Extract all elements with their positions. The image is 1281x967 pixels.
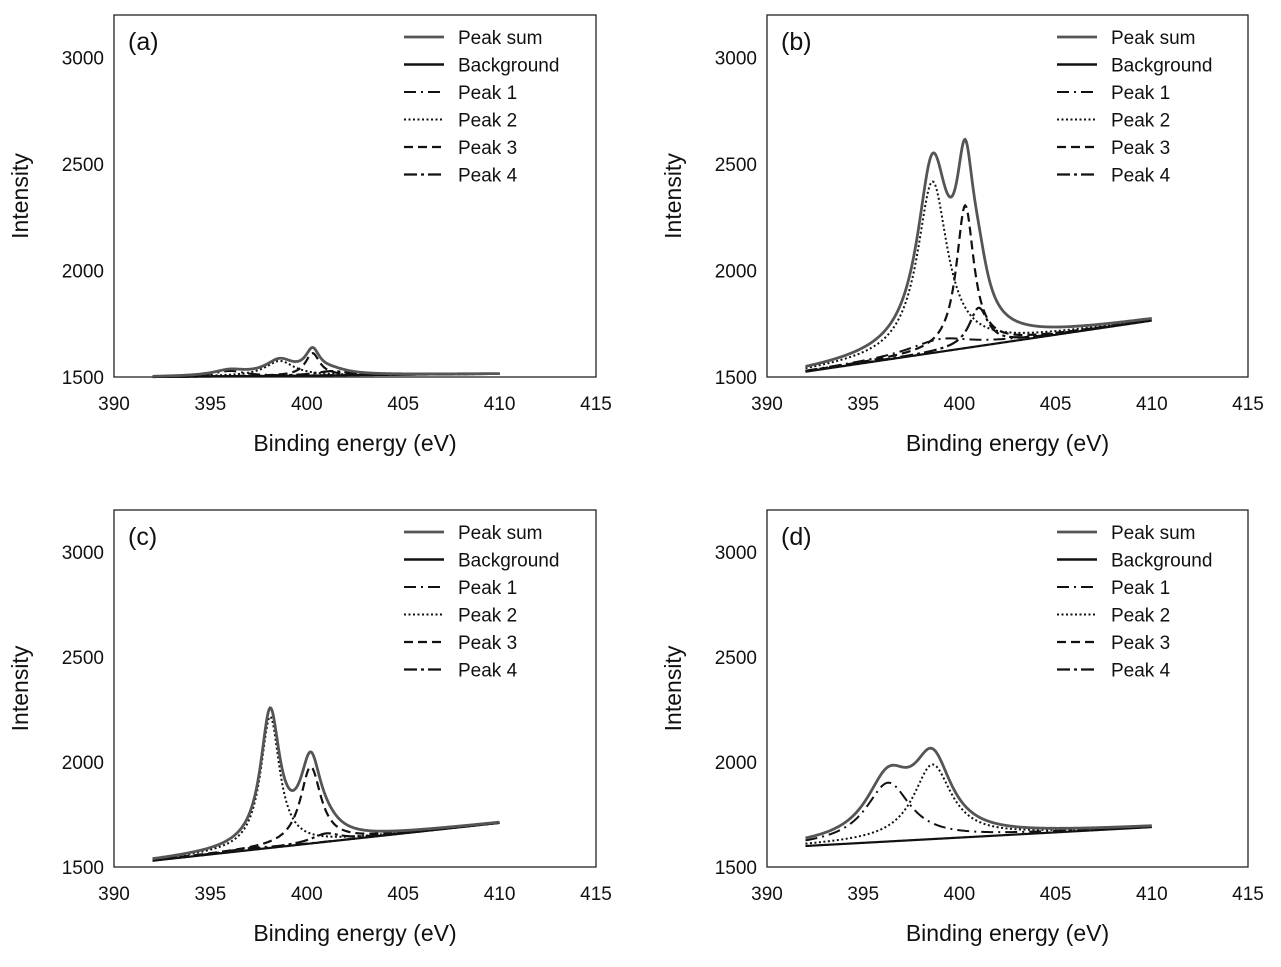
legend-entry: Peak sum: [458, 28, 542, 49]
y-tick-label: 2000: [62, 262, 104, 283]
x-axis-label: Binding energy (eV): [253, 920, 456, 946]
x-tick-label: 415: [580, 394, 612, 415]
plot-frame: [766, 14, 1249, 378]
chart-panel-1: 390 395 400 405 410 415 1500 2000 2500 3000 Bindin…: [660, 14, 1264, 456]
legend-entry: Peak 4: [1111, 166, 1171, 187]
y-tick-label: 2000: [715, 753, 757, 774]
series-peak-2: [152, 715, 500, 861]
legend-entry: Peak 3: [1111, 633, 1170, 654]
x-tick-label: 390: [751, 884, 783, 905]
y-tick-label: 1500: [62, 858, 104, 879]
legend-entry: Peak 2: [458, 111, 517, 132]
y-tick-label: 1500: [715, 858, 757, 879]
y-axis-label: Intensity: [7, 153, 33, 239]
legend-entry: Peak 3: [458, 138, 517, 159]
x-tick-label: 405: [387, 394, 419, 415]
x-axis-label: Binding energy (eV): [906, 920, 1109, 946]
x-tick-label: 405: [387, 884, 419, 905]
series-peak-sum: [805, 137, 1152, 368]
x-tick-label: 390: [98, 394, 130, 415]
y-tick-label: 2500: [62, 155, 104, 176]
panel-label: (c): [128, 523, 157, 551]
chart-panel-2: 390 395 400 405 410 415 1500 2000 2500 3000 Bindin…: [7, 509, 612, 946]
y-tick-label: 3000: [62, 543, 104, 564]
legend-entry: Peak 1: [1111, 83, 1170, 104]
chart-panel-3: 390 395 400 405 410 415 1500 2000 2500 3000 Bindin…: [660, 509, 1264, 946]
y-axis-label: Intensity: [660, 153, 686, 239]
legend-entry: Peak sum: [1111, 28, 1195, 49]
x-tick-label: 390: [751, 394, 783, 415]
series-peak-3: [805, 203, 1152, 373]
x-tick-label: 405: [1040, 884, 1072, 905]
plot-frame: [766, 509, 1249, 868]
series-peak-sum: [152, 346, 500, 378]
y-tick-label: 1500: [62, 368, 104, 389]
x-tick-label: 400: [944, 394, 976, 415]
x-tick-label: 415: [580, 884, 612, 905]
y-tick-label: 2500: [715, 648, 757, 669]
x-axis-label: Binding energy (eV): [906, 430, 1109, 456]
legend-entry: Peak 4: [458, 166, 518, 187]
plot-frame: [113, 509, 597, 868]
x-tick-label: 400: [291, 884, 323, 905]
y-axis-label: Intensity: [660, 645, 686, 731]
chart-panel-0: 390 395 400 405 410 415 1500 2000 2500 3000 Bindin…: [7, 14, 612, 456]
y-tick-label: 3000: [715, 49, 757, 70]
legend-entry: Background: [1111, 551, 1212, 572]
legend-entry: Background: [458, 56, 559, 77]
plot-frame: [113, 14, 597, 378]
y-tick-label: 2000: [715, 262, 757, 283]
panel-label: (d): [781, 523, 812, 551]
x-tick-label: 400: [944, 884, 976, 905]
y-axis-label: Intensity: [7, 645, 33, 731]
panel-label: (a): [128, 28, 159, 56]
series-peak-sum: [805, 746, 1152, 840]
y-tick-label: 3000: [62, 49, 104, 70]
legend-entry: Peak 3: [1111, 138, 1170, 159]
legend-entry: Background: [1111, 56, 1212, 77]
x-tick-label: 390: [98, 884, 130, 905]
x-tick-label: 395: [847, 394, 879, 415]
series-peak-3: [152, 765, 500, 862]
legend-entry: Peak 2: [1111, 111, 1170, 132]
y-tick-label: 2500: [715, 155, 757, 176]
x-tick-label: 410: [484, 884, 516, 905]
series-peak-4: [805, 306, 1152, 373]
x-tick-label: 395: [847, 884, 879, 905]
x-tick-label: 410: [484, 394, 516, 415]
x-tick-label: 405: [1040, 394, 1072, 415]
y-tick-label: 3000: [715, 543, 757, 564]
y-tick-label: 2500: [62, 648, 104, 669]
series-peak-2: [805, 763, 1152, 845]
x-axis-label: Binding energy (eV): [253, 430, 456, 456]
y-tick-label: 2000: [62, 753, 104, 774]
x-tick-label: 415: [1232, 884, 1264, 905]
legend-entry: Peak sum: [458, 523, 542, 544]
legend-entry: Peak 2: [458, 606, 517, 627]
legend-entry: Peak 4: [458, 661, 518, 682]
x-tick-label: 410: [1136, 884, 1168, 905]
series-peak-sum: [152, 706, 500, 861]
y-tick-label: 1500: [715, 368, 757, 389]
series-background: [805, 826, 1152, 848]
legend-entry: Peak 1: [458, 83, 517, 104]
legend-entry: Peak 1: [1111, 578, 1170, 599]
legend-entry: Peak sum: [1111, 523, 1195, 544]
legend-entry: Peak 4: [1111, 661, 1171, 682]
x-tick-label: 410: [1136, 394, 1168, 415]
legend-entry: Peak 1: [458, 578, 517, 599]
x-tick-label: 400: [291, 394, 323, 415]
x-tick-label: 395: [195, 394, 227, 415]
panel-label: (b): [781, 28, 812, 56]
x-tick-label: 415: [1232, 394, 1264, 415]
legend-entry: Background: [458, 551, 559, 572]
legend-entry: Peak 2: [1111, 606, 1170, 627]
series-peak-1: [805, 781, 1152, 842]
series-peak-2: [805, 180, 1152, 370]
x-tick-label: 395: [195, 884, 227, 905]
legend-entry: Peak 3: [458, 633, 517, 654]
